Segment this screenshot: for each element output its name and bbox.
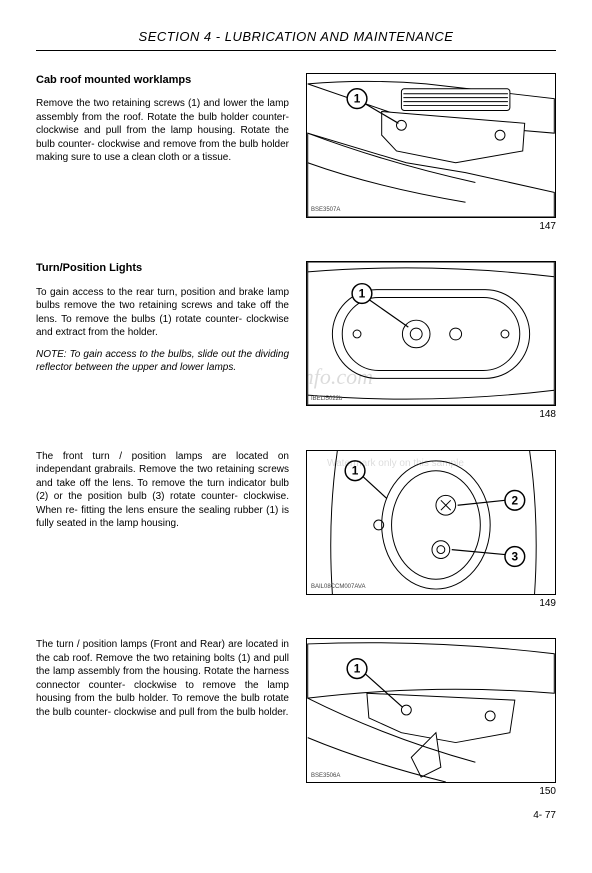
note-paragraph: NOTE: To gain access to the bulbs, slide…: [36, 348, 289, 375]
figure-worklamp: 1 BSE3507A: [306, 73, 556, 218]
figure-number: 148: [539, 408, 556, 422]
paragraph: The turn / position lamps (Front and Rea…: [36, 638, 289, 719]
svg-text:1: 1: [354, 91, 361, 105]
svg-text:1: 1: [359, 287, 366, 301]
content-block: The turn / position lamps (Front and Rea…: [36, 638, 556, 799]
figure-column: 1 2 3 BAIL08CCM007AVA Watermark only on …: [303, 450, 556, 611]
svg-text:1: 1: [352, 463, 359, 477]
svg-text:2: 2: [512, 493, 519, 507]
paragraph: To gain access to the rear turn, positio…: [36, 286, 289, 340]
text-column: The turn / position lamps (Front and Rea…: [36, 638, 289, 727]
figure-number: 150: [539, 785, 556, 799]
page-number: 4- 77: [36, 809, 556, 823]
content-block: The front turn / position lamps are loca…: [36, 450, 556, 611]
figure-number: 147: [539, 220, 556, 234]
figure-number: 149: [539, 597, 556, 611]
figure-column: 1 IBELI5022b eRepairinfo.com 148: [303, 261, 556, 422]
figure-column: 1 BSE3507A 147: [303, 73, 556, 234]
text-column: Cab roof mounted worklamps Remove the tw…: [36, 73, 289, 173]
text-column: The front turn / position lamps are loca…: [36, 450, 289, 539]
figure-turnlight-front: 1 2 3 BAIL08CCM007AVA Watermark only on …: [306, 450, 556, 595]
figure-code: BSE3506A: [311, 772, 340, 780]
section-header: SECTION 4 - LUBRICATION AND MAINTENANCE: [36, 28, 556, 51]
figure-turnlight-rear: 1 IBELI5022b eRepairinfo.com: [306, 261, 556, 406]
figure-column: 1 BSE3506A 150: [303, 638, 556, 799]
block-heading: Turn/Position Lights: [36, 261, 289, 276]
svg-text:1: 1: [354, 662, 361, 676]
figure-code: BSE3507A: [311, 206, 340, 214]
text-column: Turn/Position Lights To gain access to t…: [36, 261, 289, 383]
block-heading: Cab roof mounted worklamps: [36, 73, 289, 88]
svg-text:3: 3: [512, 549, 519, 563]
figure-code: IBELI5022b: [311, 395, 342, 403]
figure-cabroof-lamp: 1 BSE3506A: [306, 638, 556, 783]
paragraph: Remove the two retaining screws (1) and …: [36, 97, 289, 165]
content-block: Turn/Position Lights To gain access to t…: [36, 261, 556, 422]
figure-code: BAIL08CCM007AVA: [311, 583, 365, 591]
paragraph: The front turn / position lamps are loca…: [36, 450, 289, 531]
content-block: Cab roof mounted worklamps Remove the tw…: [36, 73, 556, 234]
